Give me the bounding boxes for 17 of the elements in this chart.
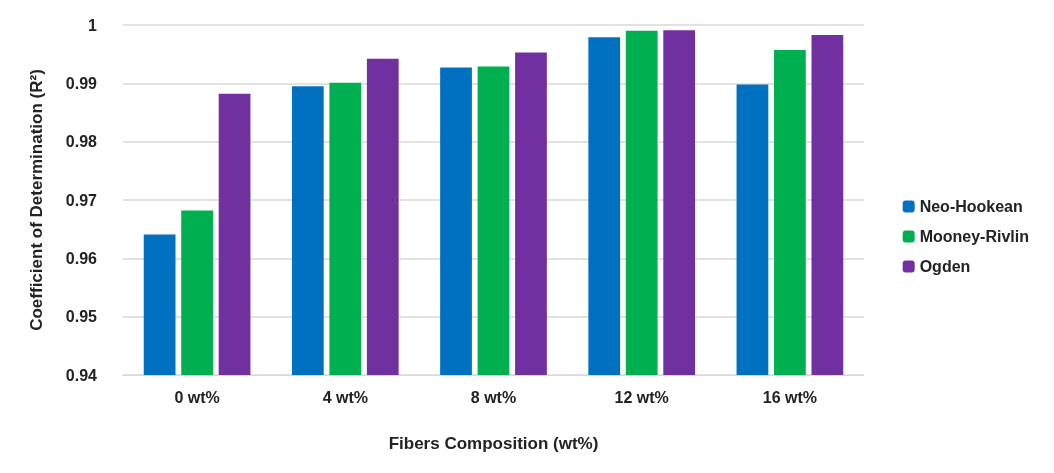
y-tick-label: 1 <box>88 16 98 34</box>
y-tick-label: 0.96 <box>65 249 98 267</box>
y-tick-label: 0.97 <box>65 191 98 209</box>
legend-label: Ogden <box>919 258 971 275</box>
y-axis-title: Coefficient of Determination (R²) <box>27 69 46 331</box>
x-tick-label: 4 wt% <box>322 388 368 406</box>
x-tick-label: 12 wt% <box>614 388 669 406</box>
x-tick-label: 16 wt% <box>762 388 818 406</box>
y-tick-label: 0.99 <box>65 74 98 92</box>
legend-label: Mooney-Rivlin <box>919 228 1030 245</box>
y-tick-label: 0.94 <box>65 366 98 384</box>
y-tick-label: 0.95 <box>65 308 98 326</box>
legend-label: Neo-Hookean <box>919 198 1023 215</box>
x-axis-title: Fibers Composition (wt%) <box>388 434 599 453</box>
y-tick-label: 0.98 <box>65 133 98 151</box>
x-tick-label: 8 wt% <box>470 388 517 406</box>
x-tick-label: 0 wt% <box>174 388 220 406</box>
